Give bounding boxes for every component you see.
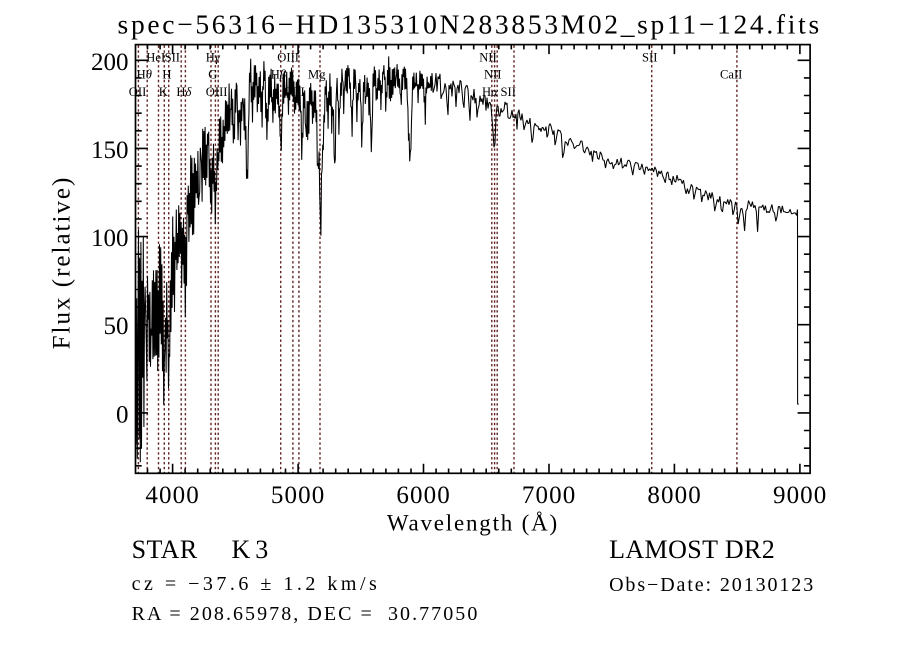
svg-text:Flux (relative): Flux (relative) <box>49 176 76 350</box>
svg-text:6000: 6000 <box>396 482 450 509</box>
svg-text:OIII: OIII <box>283 85 305 99</box>
svg-text:H: H <box>162 68 171 82</box>
svg-text:0: 0 <box>116 401 129 428</box>
svg-text:G: G <box>208 68 217 82</box>
svg-text:Wavelength (Å): Wavelength (Å) <box>387 511 559 536</box>
svg-text:SII: SII <box>642 50 657 64</box>
svg-text:Hδ: Hδ <box>176 85 192 99</box>
svg-text:spec−56316−HD135310N283853M02_: spec−56316−HD135310N283853M02_sp11−124.f… <box>118 8 822 39</box>
svg-text:RA = 208.65978, DEC = 30.7705: RA = 208.65978, DEC = 30.77050 <box>132 603 480 625</box>
svg-text:150: 150 <box>91 137 129 164</box>
svg-text:9000: 9000 <box>773 482 827 509</box>
svg-text:K3: K3 <box>232 535 274 564</box>
svg-text:Mg: Mg <box>308 68 326 82</box>
svg-text:HeI: HeI <box>146 50 165 64</box>
svg-text:SII: SII <box>501 85 516 99</box>
svg-text:Hβ: Hβ <box>271 68 287 82</box>
svg-text:NII: NII <box>484 68 501 82</box>
svg-text:4000: 4000 <box>145 482 199 509</box>
svg-text:Obs−Date: 20130123: Obs−Date: 20130123 <box>609 574 815 596</box>
svg-text:OIII: OIII <box>206 85 228 99</box>
svg-text:SII: SII <box>165 50 180 64</box>
svg-text:8000: 8000 <box>647 482 701 509</box>
svg-text:Hγ: Hγ <box>206 50 221 64</box>
svg-text:NII: NII <box>479 50 496 64</box>
svg-text:7000: 7000 <box>522 482 576 509</box>
svg-text:LAMOST DR2: LAMOST DR2 <box>609 535 775 564</box>
svg-text:50: 50 <box>104 313 129 340</box>
svg-text:CaII: CaII <box>720 68 742 82</box>
svg-text:OIII: OIII <box>277 50 299 64</box>
svg-text:100: 100 <box>91 225 129 252</box>
svg-text:K: K <box>159 85 168 99</box>
svg-text:OII: OII <box>129 85 146 99</box>
svg-text:Hθ: Hθ <box>137 68 152 82</box>
svg-text:5000: 5000 <box>271 482 325 509</box>
svg-text:STAR: STAR <box>132 535 198 564</box>
svg-text:Hα: Hα <box>482 85 498 99</box>
svg-text:cz = −37.6 ± 1.2 km/s: cz = −37.6 ± 1.2 km/s <box>132 573 381 595</box>
svg-text:200: 200 <box>91 49 129 76</box>
